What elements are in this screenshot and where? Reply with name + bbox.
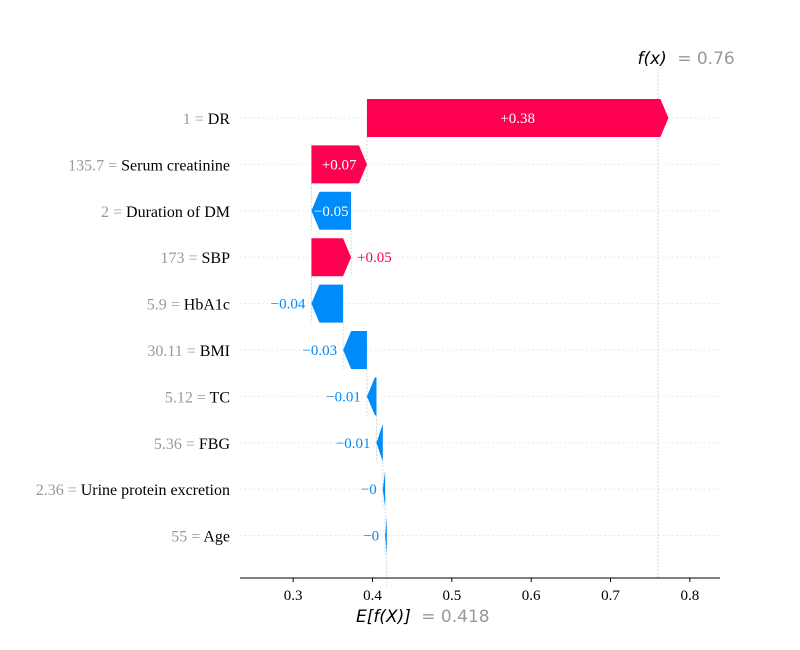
- bar-value-label: +0.05: [357, 250, 392, 266]
- bar-value-label: −0.05: [314, 204, 349, 220]
- bar-value-label: −0.01: [336, 436, 371, 452]
- feature-label: 1 = DR: [183, 111, 231, 128]
- feature-name: Duration of DM: [126, 204, 230, 221]
- feature-name: BMI: [200, 343, 230, 360]
- feature-label: 30.11 = BMI: [147, 343, 230, 360]
- feature-value: 1 =: [183, 111, 208, 128]
- feature-label: 135.7 = Serum creatinine: [68, 157, 230, 174]
- feature-value: 173 =: [161, 250, 202, 267]
- feature-value: 5.9 =: [147, 297, 184, 314]
- x-tick-label: 0.5: [442, 588, 461, 604]
- bar-value-label: −0: [361, 482, 377, 498]
- feature-value: 30.11 =: [147, 343, 199, 360]
- x-tick-label: 0.6: [522, 588, 541, 604]
- feature-labels: 1 = DR 135.7 = Serum creatinine 2 = Durati…: [36, 111, 231, 546]
- waterfall-bar: [311, 145, 367, 184]
- feature-label: 5.12 = TC: [165, 389, 230, 406]
- feature-name: Urine protein excretion: [81, 482, 230, 499]
- feature-label: 5.36 = FBG: [154, 436, 231, 453]
- feature-name: HbA1c: [184, 297, 230, 314]
- expected-value-annotation: E[f(X)] = 0.418: [356, 607, 490, 627]
- feature-label: 2.36 = Urine protein excretion: [36, 482, 230, 499]
- waterfall-bar: [385, 516, 387, 555]
- feature-label: 55 = Age: [171, 529, 230, 546]
- bar-value-label: +0.38: [500, 111, 535, 127]
- feature-label: 5.9 = HbA1c: [147, 297, 230, 314]
- bar-value-label: −0.03: [302, 343, 337, 359]
- feature-label: 173 = SBP: [161, 250, 231, 267]
- feature-name: TC: [210, 389, 230, 406]
- fx-value: = 0.76: [677, 49, 735, 69]
- bar-value-label: +0.07: [322, 157, 357, 173]
- feature-name: FBG: [199, 436, 231, 453]
- expected-value-label: E[f(X)]: [356, 607, 411, 627]
- x-axis: 0.3 0.4 0.5 0.6 0.7 0.8: [240, 577, 720, 604]
- feature-value: 2.36 =: [36, 482, 81, 499]
- x-tick-label: 0.8: [680, 588, 699, 604]
- waterfall-bar: [376, 423, 383, 462]
- fx-annotation: f(x) = 0.76: [638, 49, 735, 69]
- feature-value: 55 =: [171, 529, 203, 546]
- feature-name: Age: [203, 529, 230, 546]
- feature-value: 135.7 =: [68, 157, 121, 174]
- bars: +0.38 +0.07 −0.05 +0.05 −0.04 −0.03 −0.01 −0.01…: [271, 99, 669, 555]
- bar-value-label: −0.04: [271, 297, 306, 313]
- waterfall-bar: [311, 284, 344, 323]
- fx-label: f(x): [638, 49, 667, 69]
- feature-name: DR: [208, 111, 231, 128]
- waterfall-bar: [311, 191, 352, 230]
- feature-name: Serum creatinine: [121, 157, 230, 174]
- annotations: f(x) = 0.76 E[f(X)] = 0.418: [356, 49, 735, 627]
- x-tick-label: 0.3: [284, 588, 303, 604]
- feature-name: SBP: [202, 250, 231, 267]
- waterfall-bar: [366, 377, 377, 416]
- x-tick-label: 0.7: [601, 588, 620, 604]
- feature-value: 2 =: [101, 204, 126, 221]
- feature-value: 5.36 =: [154, 436, 199, 453]
- waterfall-bar: [343, 331, 367, 369]
- feature-label: 2 = Duration of DM: [101, 204, 230, 221]
- x-tick-label: 0.4: [363, 588, 382, 604]
- expected-value: = 0.418: [421, 607, 489, 627]
- feature-value: 5.12 =: [165, 389, 210, 406]
- waterfall-bar: [366, 99, 669, 137]
- bar-value-label: −0.01: [326, 389, 361, 405]
- waterfall-bar: [382, 470, 386, 509]
- waterfall-bar: [311, 238, 352, 277]
- bar-value-label: −0: [363, 529, 379, 545]
